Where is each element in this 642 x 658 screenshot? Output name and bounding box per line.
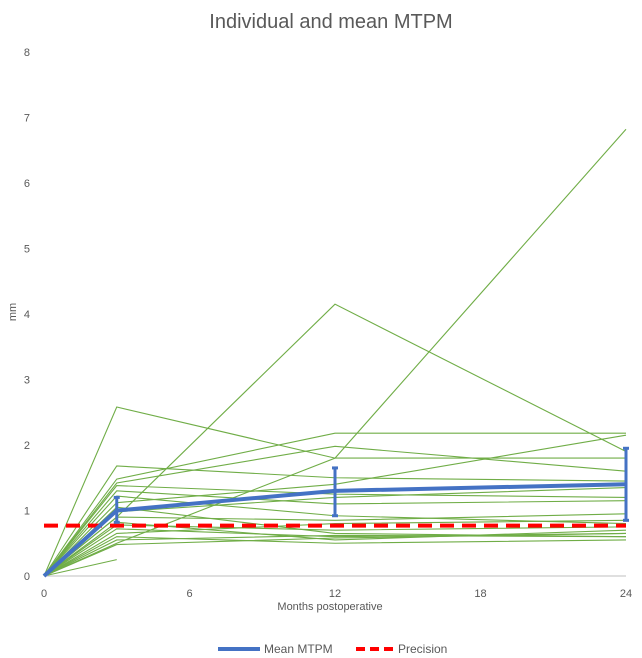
y-tick-label: 8 [24,47,30,59]
y-tick-label: 3 [24,375,30,387]
x-tick-label: 12 [329,588,341,600]
individual-series-line [43,495,627,577]
individual-series-line [43,519,627,577]
individual-series-line [43,485,627,577]
individual-series-line [43,528,627,577]
y-tick-label: 5 [24,244,30,256]
legend: Mean MTPM Precision [218,642,447,656]
x-tick-label: 24 [620,588,632,600]
individual-series-line [43,432,626,577]
individual-series-line [43,465,627,577]
y-tick-label: 0 [24,571,30,583]
individual-series-line [43,513,627,577]
y-tick-label: 1 [24,506,30,518]
x-tick-label: 0 [41,588,47,600]
y-tick-label: 7 [24,113,30,125]
individual-series-line [43,490,627,577]
legend-label-mean: Mean MTPM [264,642,333,656]
y-tick-label: 4 [24,309,30,321]
y-tick-label: 6 [24,178,30,190]
chart-title: Individual and mean MTPM [209,11,452,33]
x-tick-label: 18 [474,588,486,600]
mean-line [42,482,627,578]
individual-series-line [43,532,627,577]
x-tick-label: 6 [186,588,192,600]
individual-series-line [43,406,626,577]
individual-series-line [43,445,627,577]
individual-series-line [43,434,627,577]
legend-label-precision: Precision [398,642,447,656]
y-axis-label: mm [7,303,19,321]
mean-layer [42,446,629,578]
individual-series-line [43,536,627,577]
individual-series-line [43,559,117,577]
y-tick-label: 2 [24,440,30,452]
x-axis-label: Months postoperative [277,601,382,613]
